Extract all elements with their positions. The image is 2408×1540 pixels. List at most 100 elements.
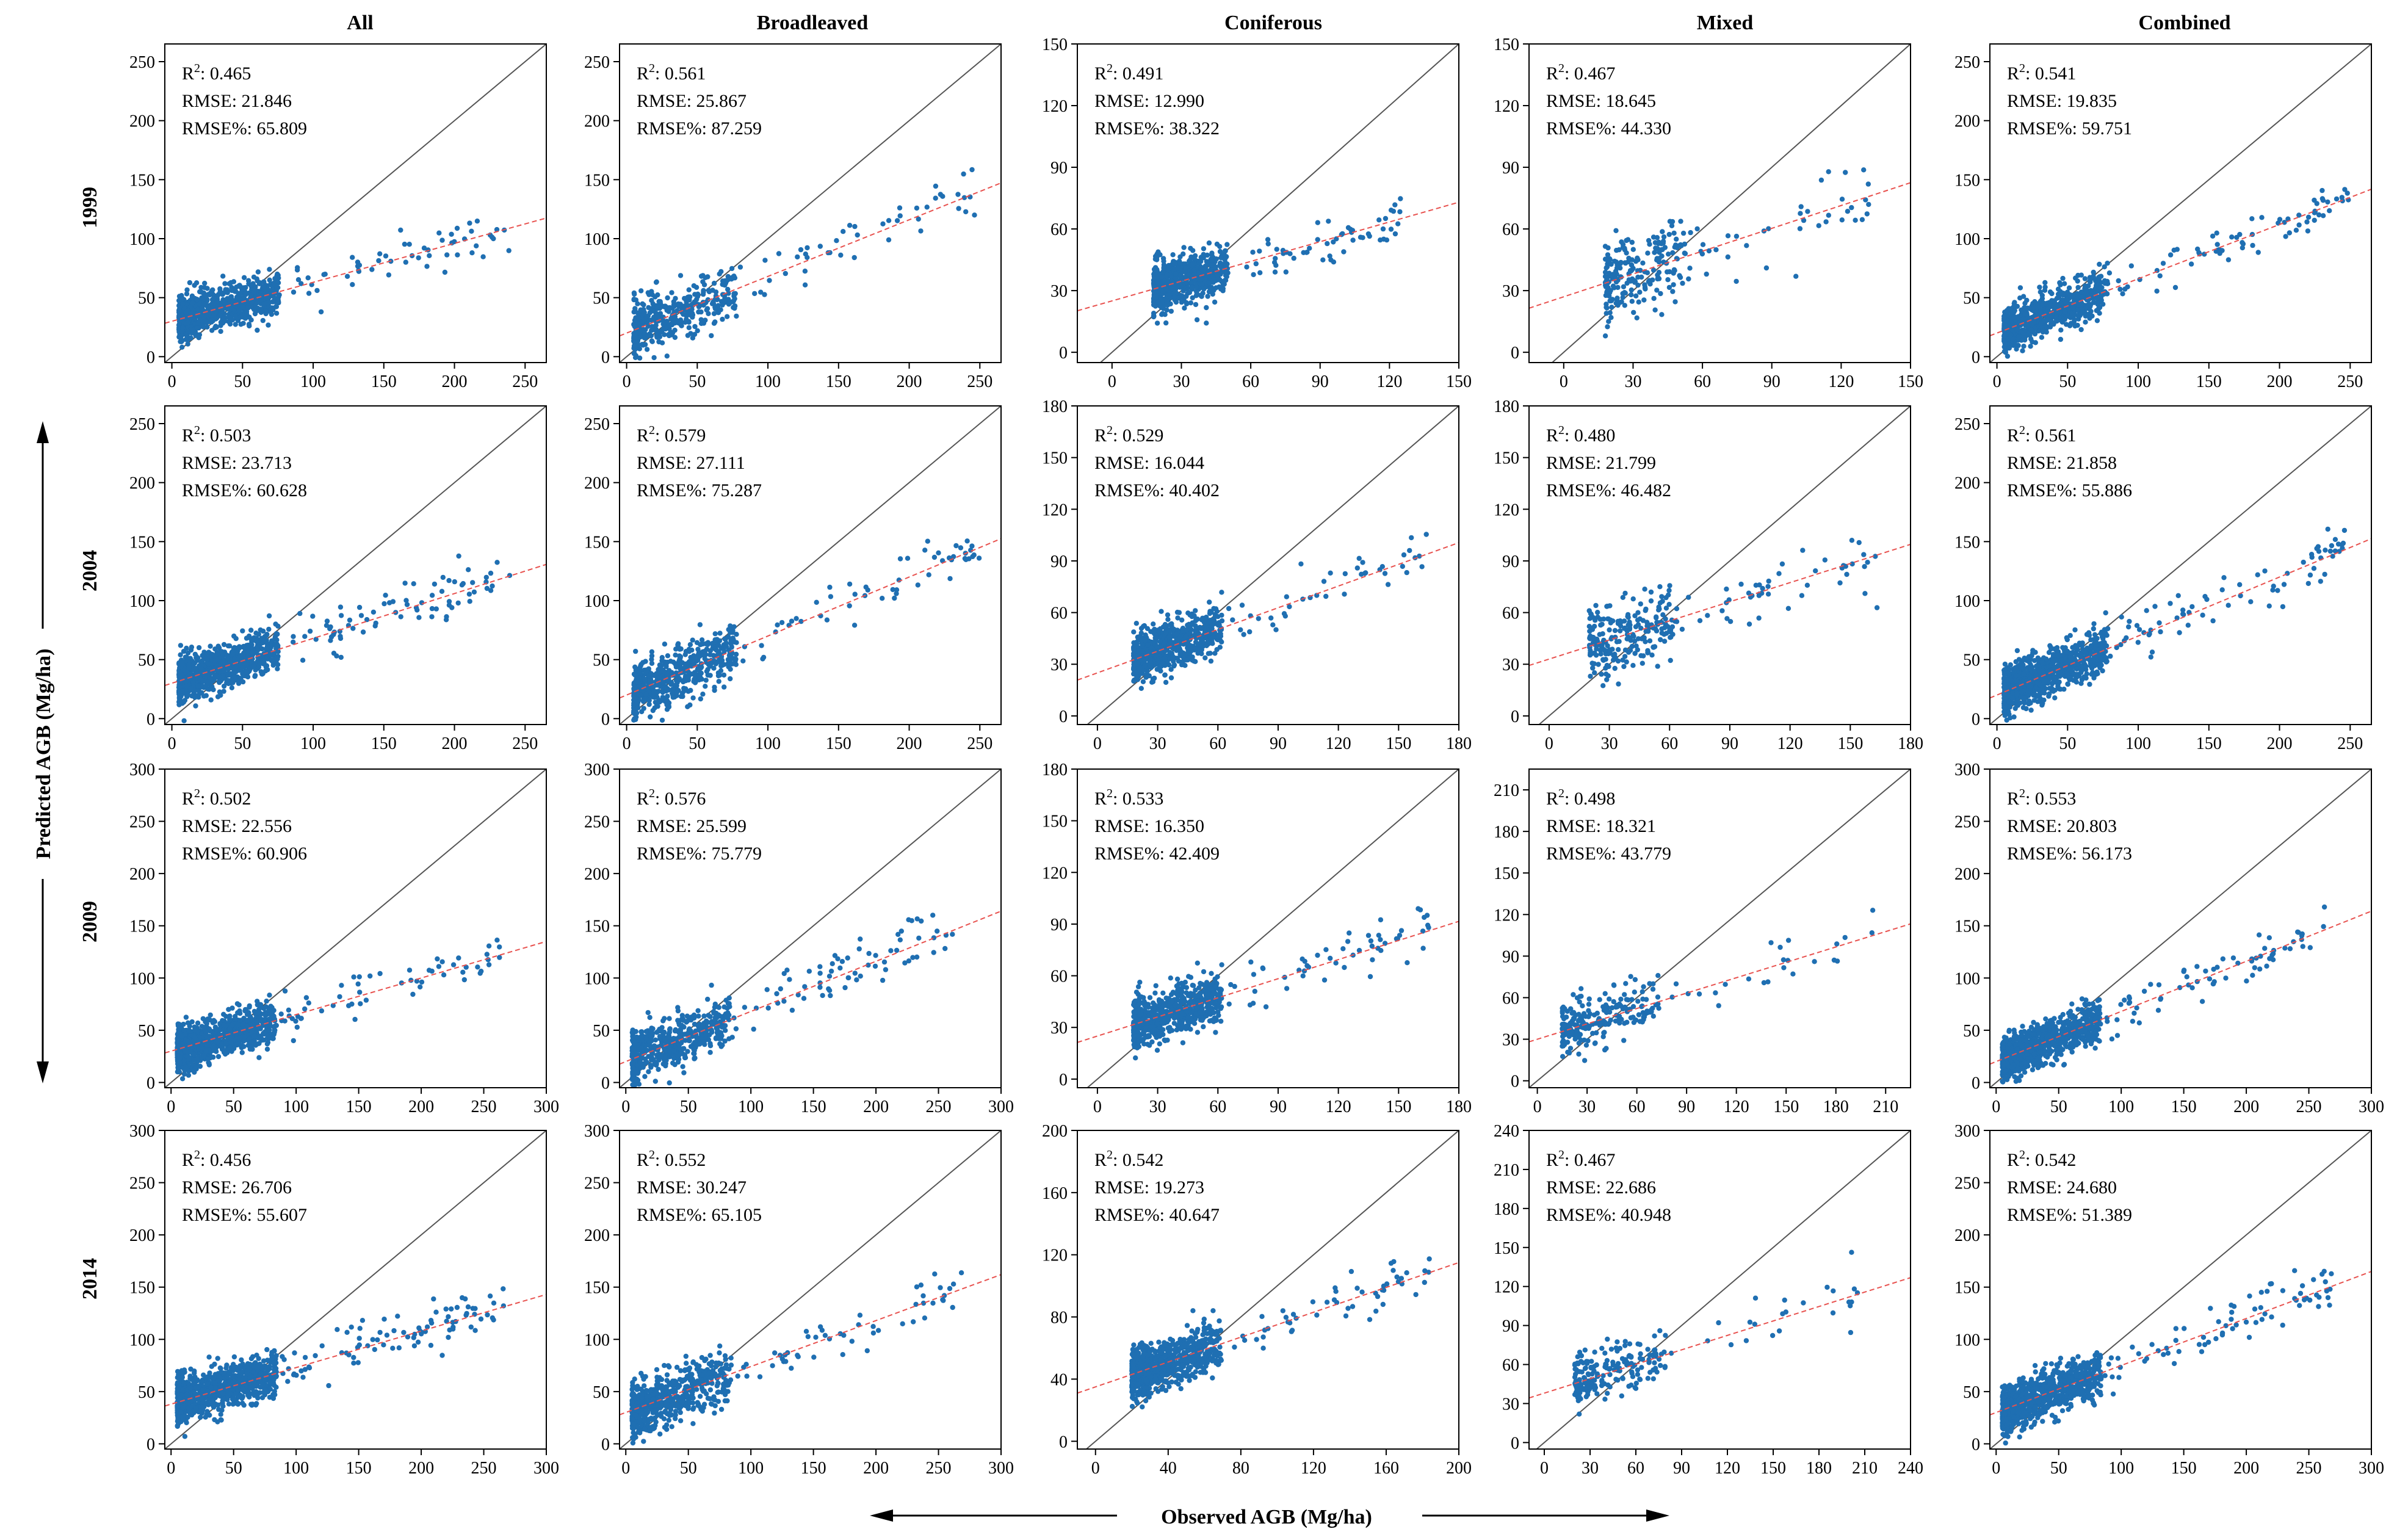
data-point — [1849, 204, 1854, 211]
data-point — [215, 694, 221, 700]
data-point — [657, 662, 663, 668]
data-point — [1618, 259, 1624, 266]
plot-frame — [619, 405, 1002, 725]
data-point — [204, 656, 210, 662]
data-point — [1859, 217, 1865, 222]
data-point — [1661, 234, 1667, 240]
data-point — [647, 310, 653, 316]
scatter-points — [1130, 532, 1429, 692]
x-tick-label: 100 — [755, 734, 781, 753]
data-point — [1224, 274, 1230, 280]
data-point — [180, 325, 186, 331]
data-point — [2104, 291, 2110, 297]
data-point — [1629, 287, 1634, 293]
data-point — [226, 314, 231, 320]
data-point — [1613, 300, 1619, 306]
data-point — [1798, 211, 1803, 216]
data-point — [707, 648, 714, 654]
data-point — [1182, 305, 1187, 311]
data-point — [716, 679, 721, 684]
data-point — [1666, 284, 1672, 291]
x-tick-label: 0 — [623, 372, 631, 391]
data-point — [377, 251, 383, 256]
y-tick-label: 120 — [1042, 97, 1068, 116]
data-point — [1392, 202, 1398, 208]
data-point — [2001, 349, 2008, 354]
data-point — [702, 656, 707, 662]
data-point — [686, 325, 692, 330]
data-point — [646, 698, 652, 703]
data-point — [955, 192, 961, 197]
y-tick-label: 150 — [1494, 35, 1519, 54]
data-point — [213, 673, 219, 679]
data-point — [641, 706, 646, 711]
data-point — [220, 672, 226, 678]
data-point — [732, 305, 737, 311]
data-point — [696, 304, 702, 309]
data-point — [1209, 262, 1215, 268]
y-tick-label: 50 — [138, 289, 155, 308]
data-point — [725, 657, 731, 662]
data-point — [694, 297, 700, 302]
data-point — [678, 317, 684, 323]
data-point — [1253, 261, 1259, 267]
y-tick-label: 0 — [146, 710, 155, 729]
data-point — [198, 670, 204, 675]
data-point — [398, 227, 403, 233]
data-point — [851, 623, 858, 628]
data-point — [653, 689, 659, 695]
scatter-points — [176, 219, 512, 350]
data-point — [2087, 316, 2092, 321]
data-point — [827, 584, 833, 590]
data-point — [643, 692, 649, 697]
data-point — [1797, 226, 1803, 231]
data-point — [429, 593, 435, 598]
x-tick-label: 50 — [234, 372, 251, 391]
data-point — [690, 637, 695, 643]
data-point — [192, 283, 197, 288]
data-point — [1210, 291, 1216, 297]
data-point — [915, 582, 921, 588]
data-point — [270, 307, 276, 313]
data-point — [824, 617, 830, 623]
data-point — [1669, 223, 1675, 228]
data-point — [251, 289, 257, 295]
y-tick-label: 0 — [1972, 348, 1980, 367]
data-point — [488, 570, 494, 576]
data-point — [1164, 298, 1170, 304]
data-point — [695, 328, 700, 333]
data-point — [1162, 312, 1168, 317]
x-tick-label: 100 — [755, 372, 781, 391]
data-point — [1204, 252, 1210, 258]
data-point — [226, 281, 232, 286]
data-point — [653, 294, 658, 300]
data-point — [1602, 333, 1608, 339]
data-point — [1713, 247, 1719, 253]
data-point — [219, 649, 225, 654]
data-point — [1734, 278, 1739, 284]
data-point — [2094, 295, 2100, 301]
data-point — [459, 582, 465, 588]
data-point — [416, 615, 422, 620]
data-point — [1390, 208, 1397, 214]
data-point — [1188, 300, 1194, 306]
data-point — [233, 322, 238, 327]
data-point — [252, 311, 258, 317]
data-point — [703, 684, 708, 689]
data-point — [188, 647, 194, 653]
data-point — [1204, 259, 1210, 264]
data-point — [1622, 260, 1628, 266]
data-point — [2058, 290, 2063, 296]
data-point — [261, 660, 267, 666]
data-point — [1656, 259, 1662, 265]
data-point — [300, 657, 306, 663]
data-point — [767, 278, 772, 283]
data-point — [640, 301, 645, 306]
data-point — [1604, 264, 1610, 270]
data-point — [1646, 279, 1652, 284]
data-point — [187, 316, 193, 322]
data-point — [684, 317, 689, 322]
data-point — [2065, 314, 2070, 319]
data-point — [650, 694, 656, 700]
